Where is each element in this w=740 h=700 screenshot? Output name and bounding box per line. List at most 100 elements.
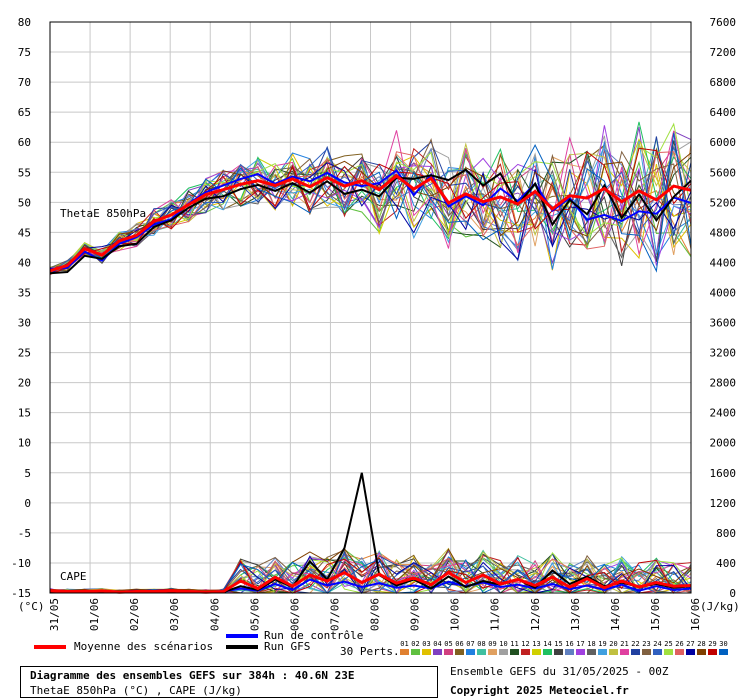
left-tick-label: -10: [11, 557, 31, 570]
member-legend-swatch: [686, 649, 695, 655]
member-legend-item: 13: [531, 640, 542, 655]
right-tick-label: 6400: [710, 106, 737, 119]
x-tick-label: 07/06: [328, 598, 341, 631]
member-legend-swatch: [576, 649, 585, 655]
member-legend-item: 08: [476, 640, 487, 655]
member-legend-swatch: [400, 649, 409, 655]
x-tick-label: 10/06: [449, 598, 462, 631]
member-theta-line: [49, 136, 692, 274]
member-legend-swatch: [598, 649, 607, 655]
legend-control-swatch: [226, 634, 258, 638]
x-tick-label: 03/06: [168, 598, 181, 631]
member-legend-item: 07: [465, 640, 476, 655]
member-legend-swatch: [532, 649, 541, 655]
left-tick-label: 70: [18, 76, 31, 89]
member-legend-item: 28: [696, 640, 707, 655]
right-tick-label: 3600: [710, 317, 737, 330]
member-legend-swatch: [510, 649, 519, 655]
member-legend-swatch: [488, 649, 497, 655]
member-legend-item: 21: [619, 640, 630, 655]
x-tick-label: 11/06: [489, 598, 502, 631]
right-tick-label: 400: [716, 557, 736, 570]
x-tick-label: 08/06: [369, 598, 382, 631]
member-legend-item: 06: [454, 640, 465, 655]
right-tick-label: 1200: [710, 497, 737, 510]
left-tick-label: 15: [18, 407, 31, 420]
left-tick-label: -5: [18, 527, 31, 540]
member-legend-item: 12: [520, 640, 531, 655]
left-tick-label: 30: [18, 317, 31, 330]
x-tick-label: 09/06: [409, 598, 422, 631]
legend-gfs-swatch: [226, 645, 258, 649]
x-tick-label: 13/06: [569, 598, 582, 631]
x-tick-label: 05/06: [248, 598, 261, 631]
right-tick-label: 7200: [710, 46, 737, 59]
left-tick-label: 0: [24, 497, 31, 510]
member-legend-swatch: [587, 649, 596, 655]
left-axis-unit: (°C): [18, 600, 45, 613]
member-legend-item: 04: [432, 640, 443, 655]
member-legend-swatch: [664, 649, 673, 655]
right-tick-label: 3200: [710, 347, 737, 360]
member-legend-swatch: [609, 649, 618, 655]
member-legend-item: 24: [652, 640, 663, 655]
left-tick-label: 75: [18, 46, 31, 59]
right-tick-label: 5200: [710, 196, 737, 209]
left-tick-label: 20: [18, 377, 31, 390]
member-legend-item: 15: [553, 640, 564, 655]
member-legend-swatch: [477, 649, 486, 655]
legend-gfs-label: Run GFS: [264, 640, 311, 653]
footer-copyright: Copyright 2025 Meteociel.fr: [450, 684, 629, 697]
left-tick-label: 25: [18, 347, 31, 360]
x-tick-label: 02/06: [128, 598, 141, 631]
right-tick-label: 6800: [710, 76, 737, 89]
member-legend-swatch: [444, 649, 453, 655]
legend-mean-swatch: [34, 645, 66, 649]
footer-subtitle: ThetaE 850hPa (°C) , CAPE (J/kg): [30, 684, 242, 697]
main-series: [49, 168, 692, 594]
left-tick-label: 60: [18, 136, 31, 149]
member-legend-item: 17: [575, 640, 586, 655]
x-tick-label: 15/06: [649, 598, 662, 631]
left-tick-label: 45: [18, 226, 31, 239]
series-theta-line: [49, 173, 692, 273]
member-theta-line: [49, 132, 692, 273]
member-legend-item: 14: [542, 640, 553, 655]
legend-mean-label: Moyenne des scénarios: [74, 640, 214, 653]
cape-label: CAPE: [60, 570, 87, 583]
x-tick-label: 01/06: [88, 598, 101, 631]
member-legend-item: 25: [663, 640, 674, 655]
x-tick-label: 04/06: [208, 598, 221, 631]
left-tick-label: 55: [18, 166, 31, 179]
x-tick-label: 06/06: [288, 598, 301, 631]
member-legend-swatch: [642, 649, 651, 655]
member-legend-item: 03: [421, 640, 432, 655]
member-legend-swatch: [521, 649, 530, 655]
member-legend-swatch: [653, 649, 662, 655]
x-tick-label: 14/06: [609, 598, 622, 631]
x-tick-label: 12/06: [529, 598, 542, 631]
member-legend-swatch: [499, 649, 508, 655]
member-legend-item: 30: [718, 640, 729, 655]
right-tick-label: 2800: [710, 377, 737, 390]
member-legend-swatch: [697, 649, 706, 655]
member-color-legend: 01 02 03 04 05 06 07 08 09 10 11 12 13 14 15 16 17 18 19 20…: [399, 640, 730, 658]
right-axis-unit: (J/kg): [700, 600, 740, 613]
member-legend-swatch: [466, 649, 475, 655]
right-tick-label: 2400: [710, 407, 737, 420]
member-legend-item: 27: [685, 640, 696, 655]
member-legend-swatch: [708, 649, 717, 655]
member-legend-item: 23: [641, 640, 652, 655]
left-tick-label: 40: [18, 256, 31, 269]
right-tick-label: 7600: [710, 16, 737, 29]
right-axis-ticks: 7600720068006400600056005200480044004000…: [710, 16, 737, 600]
x-axis-ticks: 31/05 01/06 02/06 03/06 04/06 05/06 06/06 07/06…: [48, 598, 702, 631]
legend-control-label: Run de contrôle: [264, 629, 364, 642]
right-tick-label: 1600: [710, 467, 737, 480]
plot-frame: [49, 21, 692, 594]
member-legend-swatch: [554, 649, 563, 655]
right-tick-label: 0: [729, 587, 736, 600]
footer-box: [20, 666, 438, 698]
